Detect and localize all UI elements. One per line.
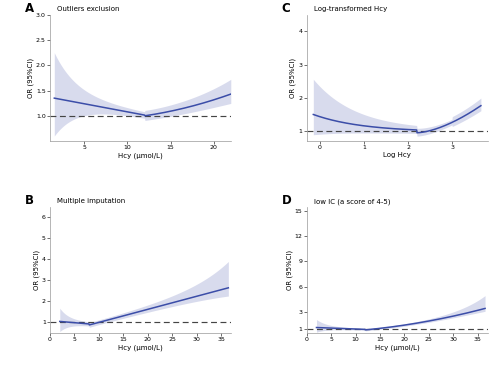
Text: A: A [24, 2, 34, 15]
Text: Multiple imputation: Multiple imputation [57, 198, 126, 204]
Text: D: D [282, 194, 291, 207]
Text: Outliers exclusion: Outliers exclusion [57, 6, 120, 12]
X-axis label: Hcy (μmol/L): Hcy (μmol/L) [118, 344, 163, 351]
Text: C: C [282, 2, 290, 15]
Y-axis label: OR (95%CI): OR (95%CI) [286, 250, 292, 290]
Text: low IC (a score of 4-5): low IC (a score of 4-5) [314, 198, 390, 205]
Text: Log-transformed Hcy: Log-transformed Hcy [314, 6, 387, 12]
X-axis label: Hcy (μmol/L): Hcy (μmol/L) [374, 344, 420, 351]
X-axis label: Log Hcy: Log Hcy [383, 152, 411, 158]
X-axis label: Hcy (μmol/L): Hcy (μmol/L) [118, 152, 163, 159]
Y-axis label: OR (95%CI): OR (95%CI) [290, 58, 296, 98]
Y-axis label: OR (95%CI): OR (95%CI) [28, 58, 34, 98]
Y-axis label: OR (95%CI): OR (95%CI) [33, 250, 40, 290]
Text: B: B [24, 194, 34, 207]
